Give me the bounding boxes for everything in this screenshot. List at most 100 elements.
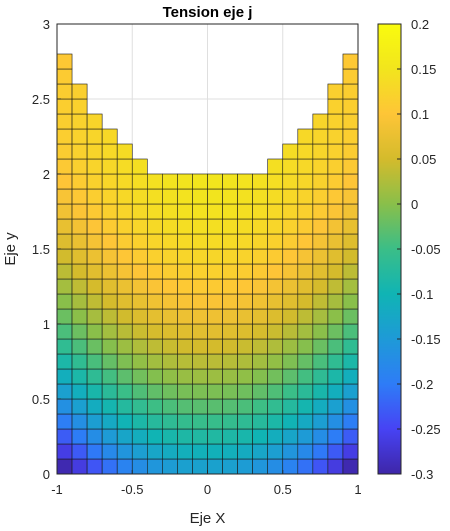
heatmap-cell: [342, 173, 359, 190]
heatmap-cell: [86, 338, 103, 355]
heatmap-cell: [56, 233, 73, 250]
heatmap-cell: [222, 428, 238, 445]
heatmap-cell: [116, 293, 133, 310]
heatmap-cell: [252, 173, 268, 190]
y-tick-label: 0: [43, 467, 50, 482]
heatmap-cell: [282, 323, 299, 340]
heatmap-cell: [101, 248, 118, 265]
heatmap-cell: [327, 368, 344, 385]
heatmap-cell: [86, 458, 103, 475]
heatmap-cell: [56, 278, 73, 295]
heatmap-cell: [312, 338, 329, 355]
heatmap-cell: [177, 368, 193, 385]
heatmap-cell: [297, 458, 314, 475]
heatmap-cell: [252, 188, 268, 205]
heatmap-cell: [252, 338, 268, 355]
heatmap-cell: [237, 233, 253, 250]
heatmap-cell: [282, 263, 299, 280]
colorbar-tick-label: -0.15: [411, 332, 441, 347]
heatmap-cell: [177, 263, 193, 280]
heatmap-cell: [327, 278, 344, 295]
heatmap-cell: [177, 248, 193, 265]
x-tick-label: -0.5: [121, 482, 143, 497]
x-tick-label: 1: [354, 482, 361, 497]
heatmap-cell: [297, 308, 314, 325]
heatmap-cell: [101, 398, 118, 415]
heatmap-cell: [237, 188, 253, 205]
heatmap-cell: [71, 458, 88, 475]
heatmap-cell: [71, 233, 88, 250]
heatmap-cell: [86, 398, 103, 415]
heatmap-cell: [86, 218, 103, 235]
heatmap-cell: [327, 458, 344, 475]
heatmap-cell: [101, 143, 118, 160]
heatmap-cell: [327, 398, 344, 415]
heatmap-cell: [56, 113, 73, 130]
heatmap-cell: [71, 263, 88, 280]
heatmap-cell: [101, 383, 118, 400]
heatmap-cell: [56, 173, 73, 190]
heatmap-cell: [101, 293, 118, 310]
heatmap-cell: [237, 263, 253, 280]
x-tick-label: 0: [204, 482, 211, 497]
heatmap-cell: [252, 263, 268, 280]
colorbar-tick-label: 0.2: [411, 17, 429, 32]
heatmap-cell: [192, 353, 208, 370]
heatmap-cell: [162, 458, 178, 475]
heatmap-cell: [222, 383, 238, 400]
heatmap-cell: [327, 413, 344, 430]
heatmap-cell: [267, 383, 284, 400]
heatmap-cell: [56, 248, 73, 265]
heatmap-cell: [312, 173, 329, 190]
y-axis-label: Eje y: [2, 232, 19, 266]
heatmap-cell: [192, 428, 208, 445]
heatmap-cell: [147, 413, 163, 430]
heatmap-cell: [177, 353, 193, 370]
heatmap-cell: [131, 188, 148, 205]
heatmap-cell: [222, 308, 238, 325]
heatmap-cell: [222, 278, 238, 295]
heatmap-cell: [86, 113, 103, 130]
heatmap-cells: [56, 53, 359, 475]
heatmap-cell: [86, 428, 103, 445]
heatmap-cell: [252, 368, 268, 385]
heatmap-cell: [237, 293, 253, 310]
heatmap-cell: [56, 218, 73, 235]
heatmap-cell: [116, 188, 133, 205]
heatmap-cell: [312, 413, 329, 430]
heatmap-cell: [207, 368, 223, 385]
heatmap-cell: [342, 248, 359, 265]
heatmap-cell: [282, 398, 299, 415]
heatmap-cell: [192, 218, 208, 235]
heatmap-cell: [192, 263, 208, 280]
heatmap-cell: [267, 188, 284, 205]
colorbar-ticks: 0.2 0.15 0.1 0.05 0 -0.05 -0.1 -0.15 -0.2 -0.25 -0…: [397, 17, 441, 482]
heatmap-cell: [131, 278, 148, 295]
heatmap-cell: [267, 443, 284, 460]
heatmap-cell: [342, 263, 359, 280]
heatmap-cell: [342, 428, 359, 445]
heatmap-cell: [252, 293, 268, 310]
heatmap-cell: [162, 338, 178, 355]
heatmap-cell: [327, 218, 344, 235]
heatmap-cell: [56, 428, 73, 445]
heatmap-cell: [282, 293, 299, 310]
heatmap-cell: [177, 428, 193, 445]
heatmap-cell: [116, 338, 133, 355]
heatmap-cell: [71, 83, 88, 100]
heatmap-cell: [282, 428, 299, 445]
heatmap-cell: [312, 383, 329, 400]
heatmap-cell: [312, 233, 329, 250]
heatmap-cell: [237, 398, 253, 415]
heatmap-cell: [71, 113, 88, 130]
heatmap-cell: [162, 443, 178, 460]
heatmap-cell: [207, 263, 223, 280]
heatmap-cell: [342, 188, 359, 205]
heatmap-cell: [71, 173, 88, 190]
heatmap-cell: [131, 323, 148, 340]
heatmap-cell: [222, 413, 238, 430]
heatmap-cell: [297, 203, 314, 220]
heatmap-cell: [162, 248, 178, 265]
heatmap-cell: [252, 323, 268, 340]
heatmap-cell: [252, 383, 268, 400]
